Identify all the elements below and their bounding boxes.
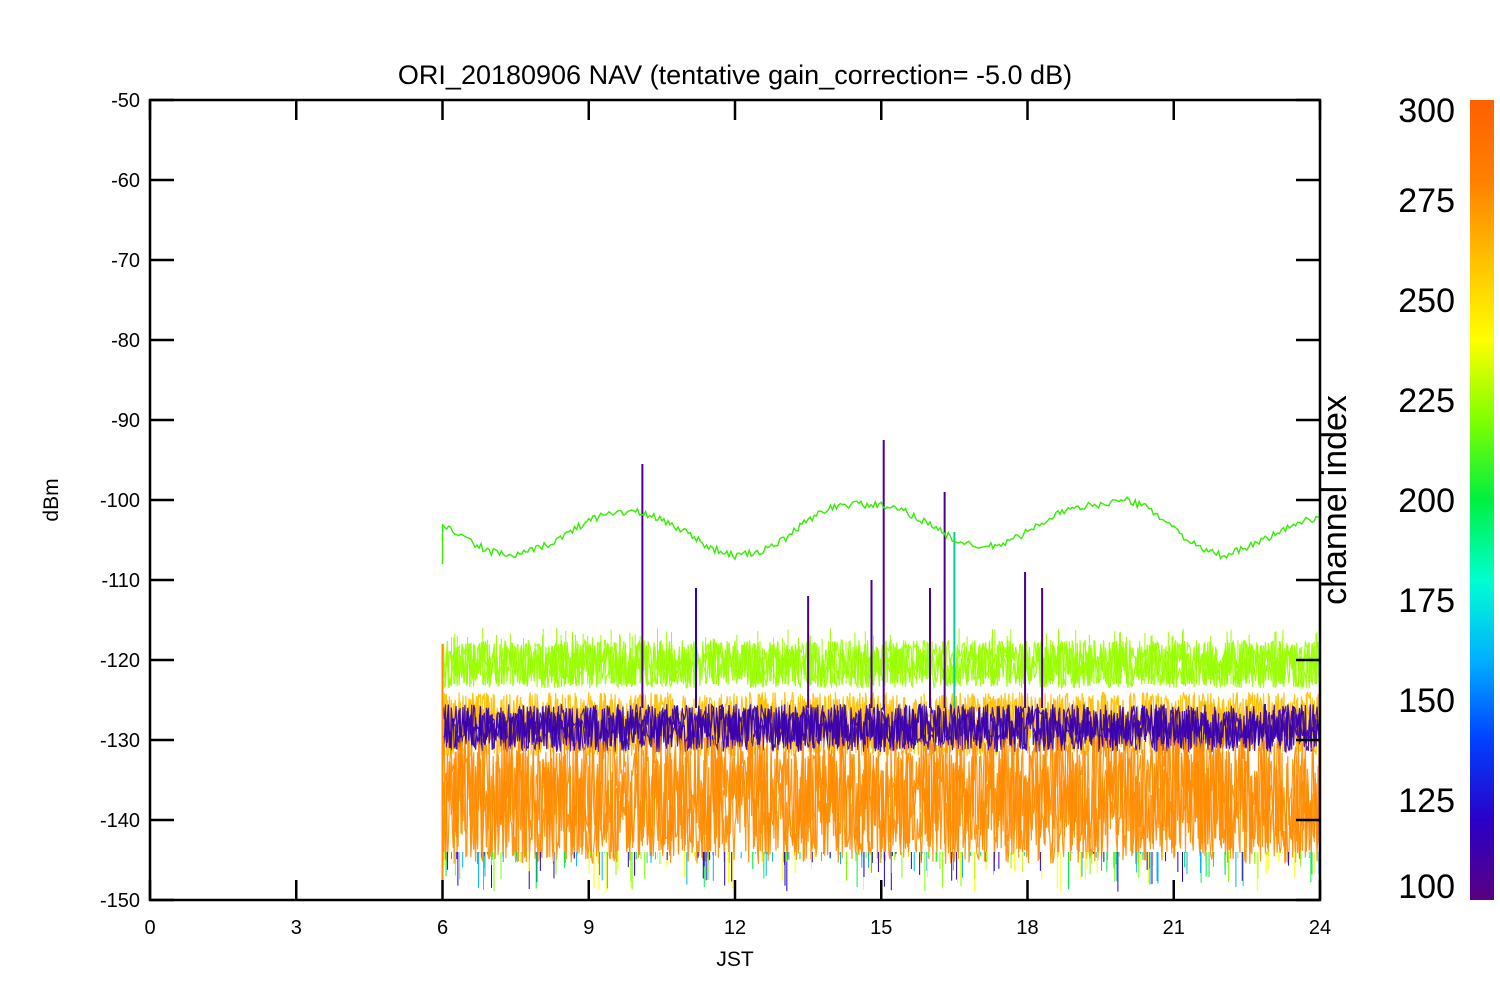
- colorbar-tick-label: 300: [1398, 92, 1455, 130]
- band-trace-ch295: [441, 736, 1320, 864]
- band-trace-ch130: [441, 703, 1320, 753]
- x-tick-label: 18: [1016, 917, 1038, 939]
- y-tick-label: -100: [100, 490, 140, 512]
- colorbar-tick-label: 100: [1398, 868, 1455, 906]
- x-tick-label: 15: [870, 917, 892, 939]
- y-tick-label: -150: [100, 890, 140, 912]
- series-lines: [441, 496, 1320, 564]
- x-tick-label: 21: [1163, 917, 1185, 939]
- colorbar-ticks: 300 275 250 225 200 175 150 125 100: [1398, 92, 1455, 906]
- colorbar-tick-label: 175: [1398, 582, 1455, 620]
- colorbar-tick-label: 200: [1398, 482, 1455, 520]
- x-tick-label: 0: [144, 917, 155, 939]
- y-axis-ticks: -50 -60 -70 -80 -90 -100 -110 -120 -130 -140 -150: [100, 90, 1320, 912]
- x-tick-label: 6: [437, 917, 448, 939]
- x-tick-label: 3: [291, 917, 302, 939]
- y-tick-label: -80: [111, 330, 140, 352]
- y-axis-title: dBm: [40, 478, 63, 521]
- colorbar-tick-label: 150: [1398, 682, 1455, 720]
- y-tick-label: -130: [100, 730, 140, 752]
- x-axis-ticks: 0 3 6 9 12 15 18 21 24: [144, 100, 1331, 939]
- colorbar-title: channel index: [1316, 395, 1354, 605]
- colorbar: [1470, 100, 1494, 900]
- y-tick-label: -120: [100, 650, 140, 672]
- y-tick-label: -60: [111, 170, 140, 192]
- band-trace-ch295: [441, 736, 1320, 864]
- x-tick-label: 24: [1309, 917, 1331, 939]
- y-tick-label: -90: [111, 410, 140, 432]
- colorbar-tick-label: 250: [1398, 282, 1455, 320]
- interference-spikes: [641, 440, 1044, 708]
- band-trace-ch255: [441, 639, 1320, 690]
- y-tick-label: -70: [111, 250, 140, 272]
- x-axis-title: JST: [716, 948, 754, 971]
- x-tick-label: 12: [724, 917, 746, 939]
- colorbar-tick-label: 275: [1398, 182, 1455, 220]
- y-tick-label: -140: [100, 810, 140, 832]
- y-tick-label: -50: [111, 90, 140, 112]
- colorbar-tick-label: 225: [1398, 382, 1455, 420]
- colorbar-tick-label: 125: [1398, 782, 1455, 820]
- noise-bands: [441, 628, 1320, 900]
- series-line-ch245: [442, 496, 1320, 561]
- chart-title: ORI_20180906 NAV (tentative gain_correct…: [398, 60, 1072, 90]
- y-tick-label: -110: [101, 570, 140, 592]
- x-tick-label: 9: [583, 917, 594, 939]
